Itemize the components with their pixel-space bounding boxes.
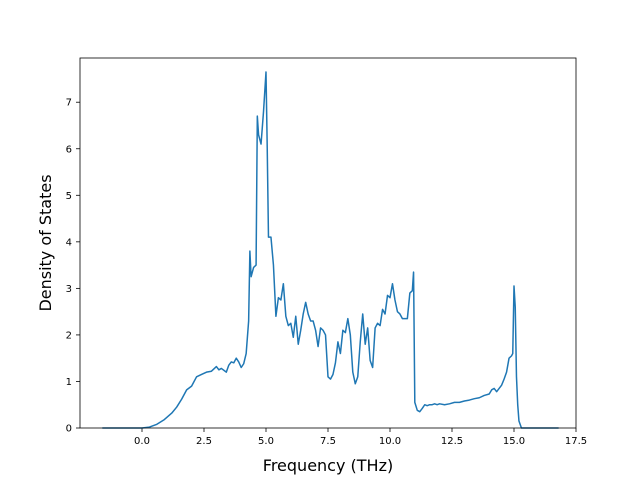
y-tick-label: 1 (66, 377, 72, 388)
y-tick-label: 3 (66, 284, 72, 295)
y-tick-label: 2 (66, 330, 72, 341)
dos-series-line (102, 71, 559, 429)
y-tick-label: 0 (66, 424, 72, 435)
x-tick-label: 10.0 (379, 436, 401, 447)
y-tick-label: 4 (66, 237, 72, 248)
y-tick-label: 5 (66, 191, 72, 202)
tick-layer: 0.0 2.5 5.0 7.5 10.0 12.5 15.0 17.5 0 1 2 3 4 5 6 7 (66, 98, 588, 447)
x-tick-label: 17.5 (565, 436, 587, 447)
x-tick-label: 0.0 (134, 436, 150, 447)
x-tick-label: 2.5 (196, 436, 212, 447)
x-tick-label: 12.5 (441, 436, 463, 447)
x-tick-label: 15.0 (503, 436, 525, 447)
y-tick-label: 7 (66, 98, 72, 109)
x-tick-label: 7.5 (320, 436, 336, 447)
x-axis-label: Frequency (THz) (263, 456, 393, 475)
y-axis-label: Density of States (36, 174, 55, 311)
plot-frame (79, 57, 577, 429)
y-tick-label: 6 (66, 144, 72, 155)
x-tick-label: 5.0 (258, 436, 274, 447)
